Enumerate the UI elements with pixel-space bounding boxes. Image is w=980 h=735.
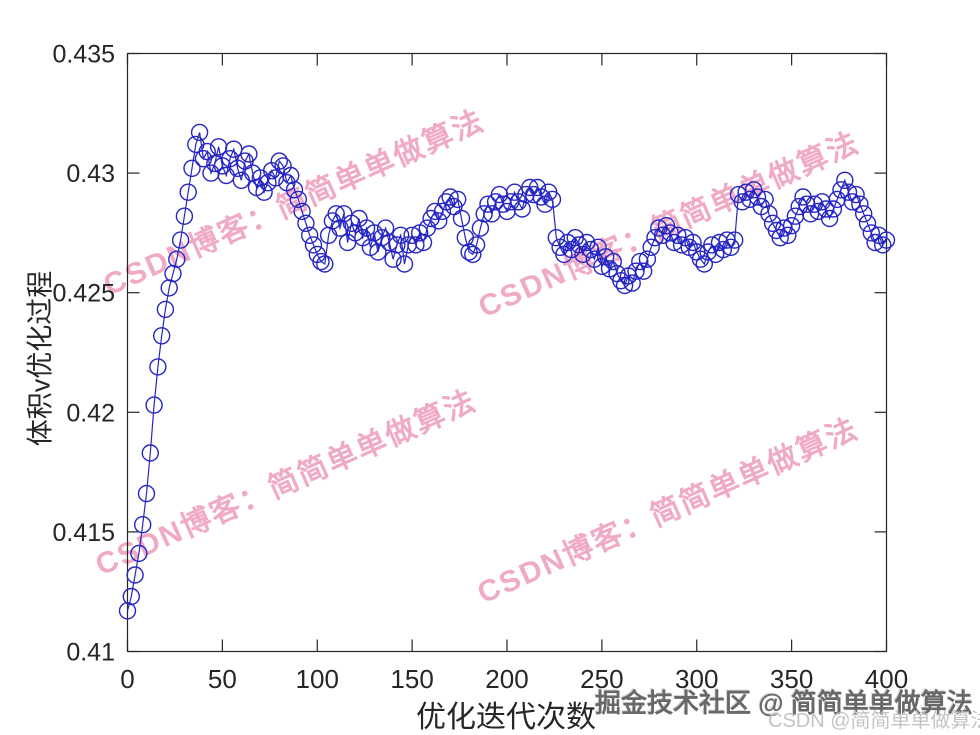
data-point-marker (141, 444, 160, 462)
data-point-marker (771, 228, 789, 247)
data-point-marker (168, 250, 186, 268)
data-point-marker (179, 183, 197, 201)
data-point-marker (407, 236, 425, 254)
juejin-credit-watermark: 掘金技术社区 @ 简简单单做算法 (595, 688, 973, 718)
data-point-marker (133, 516, 152, 534)
data-point-marker (240, 145, 258, 163)
data-point-marker (528, 178, 547, 197)
data-point-marker (441, 188, 459, 206)
data-point-marker (430, 212, 448, 230)
data-point-marker (475, 205, 493, 223)
data-point-marker (395, 255, 414, 273)
data-point-marker (130, 544, 148, 563)
data-point-marker (862, 224, 880, 242)
x-tick-label: 0 (120, 664, 134, 694)
data-point-marker (874, 236, 892, 254)
data-point-marker (714, 240, 732, 259)
data-point-marker (581, 240, 600, 259)
data-point-marker (669, 226, 687, 245)
x-tick-label: 200 (485, 664, 528, 694)
y-tick-label: 0.415 (52, 519, 115, 547)
data-point-marker (449, 190, 467, 209)
data-point-marker (297, 214, 315, 233)
x-tick-label: 250 (580, 664, 623, 694)
data-point-marker (547, 228, 565, 247)
data-point-marker (190, 123, 209, 142)
data-point-marker (156, 300, 175, 319)
data-point-marker (122, 587, 141, 606)
data-point-marker (543, 190, 562, 209)
data-point-marker (836, 171, 854, 190)
x-tick-label: 150 (390, 664, 433, 694)
data-point-marker (145, 396, 163, 414)
series-line (126, 132, 887, 611)
data-point-marker (270, 152, 288, 170)
csdn-credit-watermark: CSDN @简简单单做算法 (768, 710, 980, 732)
data-point-marker (631, 252, 649, 271)
data-point-marker (627, 262, 645, 280)
x-tick-label: 400 (865, 664, 908, 694)
data-point-marker (638, 250, 657, 268)
data-point-marker (255, 183, 273, 201)
data-point-marker (152, 327, 171, 345)
data-point-marker (593, 257, 611, 276)
data-point-marker (433, 202, 452, 221)
data-point-marker (851, 195, 869, 213)
data-point-marker (858, 214, 877, 233)
data-point-marker (183, 159, 201, 178)
x-axis-label: 优化迭代次数 (416, 701, 596, 734)
data-point-marker (642, 238, 660, 257)
data-point-marker (301, 226, 319, 245)
y-tick-label: 0.42 (66, 399, 115, 427)
plot-box (126, 52, 888, 653)
y-axis-label: 体积v优化过程 (25, 270, 56, 447)
data-point-marker (464, 245, 482, 264)
y-tick-label: 0.435 (52, 41, 115, 69)
data-point-marker (634, 262, 653, 280)
data-point-marker (855, 205, 873, 223)
data-point-marker (171, 231, 190, 249)
data-point-marker (467, 236, 486, 254)
y-tick-label: 0.425 (52, 280, 115, 308)
data-point-marker (817, 200, 835, 218)
x-tick-label: 350 (770, 664, 813, 694)
data-point-marker (316, 255, 334, 273)
data-point-marker (695, 255, 713, 273)
data-point-marker (285, 181, 304, 199)
y-tick-label: 0.43 (66, 160, 115, 188)
data-point-marker (782, 216, 801, 235)
data-point-marker (824, 200, 843, 218)
data-point-marker (726, 231, 744, 249)
x-tick-label: 50 (208, 664, 237, 694)
data-point-marker (289, 190, 307, 209)
data-point-marker (175, 207, 194, 225)
data-point-marker (615, 276, 634, 295)
data-point-marker (312, 252, 330, 271)
data-point-marker (877, 231, 896, 249)
data-point-marker (570, 236, 588, 254)
data-point-marker (839, 183, 858, 201)
x-tick-label: 300 (675, 664, 718, 694)
data-point-marker (304, 236, 323, 254)
data-point-marker (820, 209, 839, 228)
data-point-marker (779, 226, 797, 245)
data-point-marker (426, 202, 444, 221)
y-tick-label: 0.41 (66, 639, 115, 667)
data-point-marker (388, 236, 406, 254)
data-point-marker (760, 205, 778, 223)
data-point-marker (684, 233, 702, 252)
data-point-marker (137, 484, 156, 503)
data-point-marker (623, 274, 641, 292)
data-point-marker (847, 185, 865, 204)
data-point-marker (126, 566, 144, 584)
data-point-marker (479, 195, 497, 213)
data-point-marker (452, 209, 471, 228)
data-point-marker (149, 358, 167, 376)
data-point-marker (748, 188, 767, 206)
x-tick-label: 100 (296, 664, 339, 694)
data-point-marker (604, 252, 622, 271)
data-point-marker (293, 202, 311, 221)
